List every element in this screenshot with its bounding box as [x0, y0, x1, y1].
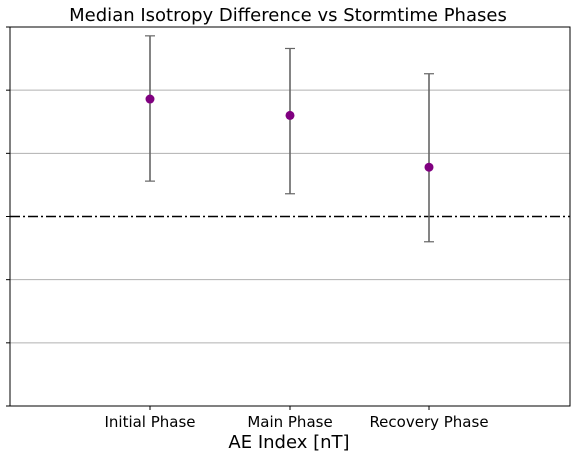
chart-title: Median Isotropy Difference vs Stormtime … [69, 5, 507, 26]
y-ticks [6, 26, 10, 407]
data-point [424, 162, 434, 172]
data-point [145, 94, 155, 104]
x-tick-label: Initial Phase [104, 413, 195, 431]
x-ticks: Initial Phase Main Phase Recovery Phase [104, 406, 489, 431]
x-axis-label: AE Index [nT] [228, 432, 349, 453]
x-tick-label: Recovery Phase [369, 413, 488, 431]
x-tick-label: Main Phase [247, 413, 332, 431]
error-bars [145, 35, 434, 243]
data-point [285, 110, 295, 120]
data-points [145, 94, 434, 172]
